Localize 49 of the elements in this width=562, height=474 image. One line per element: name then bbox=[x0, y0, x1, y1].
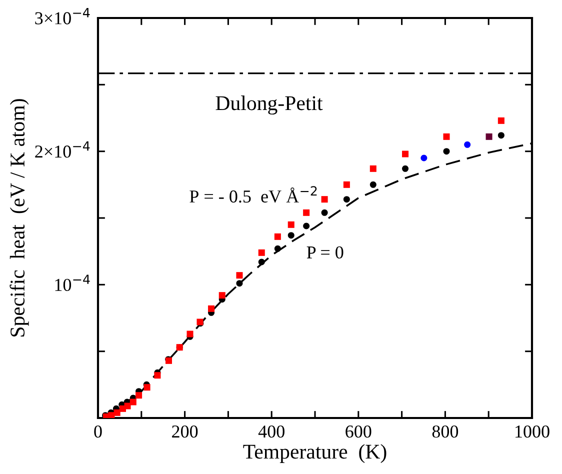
point bbox=[498, 117, 504, 124]
point bbox=[402, 150, 409, 158]
point bbox=[236, 280, 243, 287]
point bbox=[420, 154, 428, 162]
point bbox=[370, 181, 376, 188]
x-tick-label: 600 bbox=[346, 425, 372, 438]
x-tick-label: 400 bbox=[258, 425, 284, 438]
point bbox=[288, 221, 294, 228]
ref-line-label: Dulong-Petit bbox=[216, 96, 323, 115]
annotation: P = 0 bbox=[306, 246, 344, 259]
point bbox=[218, 292, 226, 299]
point bbox=[130, 398, 136, 406]
point bbox=[498, 132, 504, 139]
point bbox=[443, 148, 450, 155]
point bbox=[186, 330, 194, 338]
annotation: P = - 0.5 eV Å$^{−2}$ bbox=[190, 186, 317, 203]
point bbox=[258, 249, 265, 256]
x-tick-label: 200 bbox=[172, 425, 198, 438]
point bbox=[321, 196, 328, 203]
y-tick-label: 2×10$^{−4}$ bbox=[35, 141, 90, 158]
point bbox=[108, 412, 115, 418]
point bbox=[343, 181, 350, 188]
y-tick-label: 3×10$^{−4}$ bbox=[35, 8, 90, 24]
point bbox=[136, 392, 142, 399]
point bbox=[321, 209, 328, 216]
point bbox=[486, 133, 492, 140]
x-tick-label: 1000 bbox=[516, 425, 550, 438]
point bbox=[274, 245, 281, 252]
point bbox=[124, 402, 131, 410]
point bbox=[303, 222, 310, 230]
point bbox=[443, 133, 450, 140]
point bbox=[114, 409, 120, 416]
point bbox=[144, 384, 150, 391]
point bbox=[402, 165, 409, 172]
point bbox=[343, 196, 350, 203]
point bbox=[236, 272, 243, 279]
x-tick-label: 0 bbox=[94, 425, 102, 438]
x-axis-title: Temperature (K) bbox=[243, 444, 386, 463]
point bbox=[274, 233, 281, 240]
point bbox=[288, 232, 294, 239]
point bbox=[258, 258, 265, 266]
y-axis-title: Specific heat (eV / K atom) bbox=[10, 99, 29, 336]
point bbox=[154, 372, 161, 379]
point bbox=[464, 141, 471, 148]
point bbox=[303, 209, 310, 216]
point bbox=[370, 165, 376, 172]
point bbox=[208, 305, 215, 312]
y-tick-label: 10$^{−4}$ bbox=[55, 274, 90, 292]
x-tick-label: 800 bbox=[432, 425, 458, 438]
